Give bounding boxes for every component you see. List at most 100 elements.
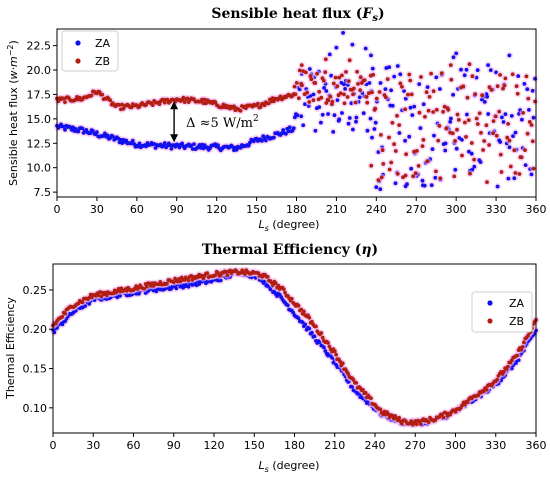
data-point xyxy=(423,114,427,119)
data-point xyxy=(190,147,195,151)
data-point xyxy=(510,72,515,77)
data-point xyxy=(452,174,457,179)
data-point xyxy=(507,53,512,58)
data-point xyxy=(376,178,381,183)
data-point xyxy=(105,133,110,138)
data-point xyxy=(299,63,304,67)
data-point xyxy=(351,378,356,382)
data-point xyxy=(463,402,467,407)
data-point xyxy=(346,79,351,83)
data-point xyxy=(522,340,526,345)
data-point xyxy=(407,72,412,77)
data-point xyxy=(201,101,206,106)
data-point xyxy=(481,389,486,394)
data-point xyxy=(509,114,514,118)
data-point xyxy=(472,164,477,169)
data-point xyxy=(337,117,342,122)
data-point xyxy=(232,104,236,109)
data-point xyxy=(398,72,403,77)
data-point xyxy=(302,309,306,314)
data-point xyxy=(63,127,67,132)
arrow-head-down xyxy=(170,134,179,143)
data-point xyxy=(427,95,432,99)
data-point xyxy=(444,126,449,131)
data-point xyxy=(514,84,519,89)
data-point xyxy=(327,344,332,349)
data-point xyxy=(346,372,351,376)
data-point xyxy=(261,134,266,139)
data-point xyxy=(330,356,334,360)
data-point xyxy=(450,131,455,136)
data-point xyxy=(369,53,373,58)
data-point xyxy=(151,284,156,288)
data-point xyxy=(409,166,414,171)
data-point xyxy=(417,110,422,115)
data-point xyxy=(463,120,467,125)
data-point xyxy=(407,134,412,139)
data-point xyxy=(272,135,276,140)
data-point xyxy=(299,114,304,119)
data-point xyxy=(399,421,404,426)
data-point xyxy=(515,353,520,358)
data-point xyxy=(392,74,397,79)
data-point xyxy=(273,281,278,286)
chart-title: Thermal Efficiency (η) xyxy=(202,242,378,258)
data-point xyxy=(295,113,300,118)
legend-box xyxy=(471,291,533,333)
data-point xyxy=(425,159,430,164)
data-point xyxy=(500,115,504,120)
data-point xyxy=(153,146,158,150)
data-point xyxy=(420,178,425,183)
data-point xyxy=(425,85,430,89)
data-point xyxy=(317,105,322,109)
data-point xyxy=(332,349,337,354)
data-point xyxy=(482,100,487,104)
data-point xyxy=(468,171,472,176)
data-point xyxy=(393,181,398,186)
data-point xyxy=(361,388,365,392)
data-point xyxy=(464,67,469,72)
y-tick-label: 10.0 xyxy=(27,162,52,175)
data-point xyxy=(393,149,398,153)
x-tick-label: 270 xyxy=(406,203,427,216)
data-point xyxy=(335,98,340,102)
data-point xyxy=(320,335,325,340)
data-point xyxy=(354,381,359,385)
data-point xyxy=(63,311,67,316)
x-tick-label: 60 xyxy=(130,203,144,216)
data-point xyxy=(431,89,436,94)
data-point xyxy=(354,119,358,124)
data-point xyxy=(331,81,336,86)
data-point xyxy=(286,129,291,134)
data-point xyxy=(327,52,332,57)
data-point xyxy=(486,112,491,116)
data-point xyxy=(383,95,388,100)
data-point xyxy=(449,77,454,82)
y-tick-label: 12.5 xyxy=(27,137,52,150)
data-point xyxy=(330,99,335,104)
series-zb xyxy=(49,266,540,429)
data-point xyxy=(485,94,489,99)
x-tick-label: 0 xyxy=(54,203,61,216)
data-point xyxy=(505,364,510,369)
data-point xyxy=(266,101,271,106)
data-point xyxy=(351,92,355,97)
data-point xyxy=(340,73,344,78)
data-point xyxy=(319,95,324,100)
y-tick-label: 7.5 xyxy=(34,186,52,199)
y-tick-label: 17.5 xyxy=(27,88,52,101)
data-point xyxy=(495,184,500,189)
data-point xyxy=(186,278,191,283)
data-point xyxy=(387,167,392,172)
data-point xyxy=(243,272,247,276)
legend: ZA ZB xyxy=(471,291,533,333)
x-axis-ticks: 0 30 60 90 120 150 180 210 240 270 300 330 360 xyxy=(54,197,547,216)
data-point xyxy=(513,130,518,135)
data-point xyxy=(111,134,115,139)
data-point xyxy=(91,129,95,133)
data-point xyxy=(108,98,113,103)
data-point xyxy=(440,412,444,417)
chart-thermal-efficiency: Thermal Efficiency (η) 0 30 60 90 120 150 180 2… xyxy=(4,242,547,474)
data-point xyxy=(157,102,162,106)
y-tick-label: 22.5 xyxy=(27,40,52,53)
